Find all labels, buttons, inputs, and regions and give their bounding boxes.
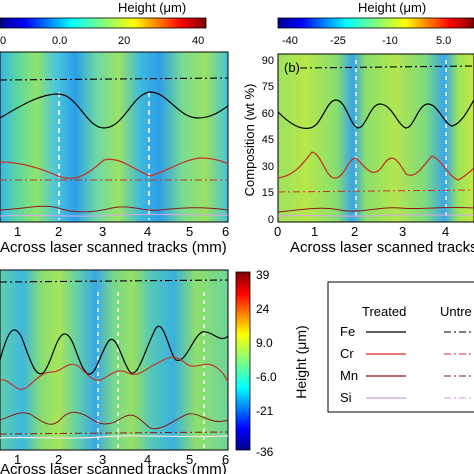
colorbar-tick-label: 39 [256, 268, 270, 282]
x-tick-label: 3 [399, 224, 406, 239]
y-tick-label: 75 [262, 81, 274, 93]
plot-frame-b [277, 53, 474, 223]
x-tick-label: 2 [351, 224, 358, 239]
x-tick-label: 5 [186, 452, 193, 467]
si-treated-line-b [277, 214, 474, 217]
mn-treated-line-a [0, 205, 229, 213]
cr-treated-line-a [0, 157, 229, 179]
fe-untreated-line-a [0, 77, 229, 81]
colorbar-c [235, 271, 251, 451]
panel-b: Height (μm) -40 -25 -10 5.0 Composition … [242, 0, 474, 256]
colorbar-b-title: Height (μm) [358, 0, 426, 15]
legend-label-cr: Cr [340, 346, 354, 361]
mn-untreated-line-c [0, 431, 229, 435]
x-axis-label-b: Across laser scanned tracks [290, 239, 474, 256]
y-tick-label: 60 [262, 108, 274, 120]
y-tick-label: 0 [268, 214, 274, 226]
legend-untreated-header: Untre [440, 304, 472, 319]
colorbar-c-ticks: 39 24 9.0 -6.0 -21 -36 [256, 268, 277, 459]
plot-frame-a [0, 51, 229, 223]
x-tick-label: 3 [99, 452, 106, 467]
legend-label-fe: Fe [340, 324, 355, 339]
x-tick-label: 0 [274, 224, 281, 239]
si-treated-line-c [0, 435, 229, 439]
x-tick-label: 4 [442, 224, 449, 239]
fe-untreated-line-b [299, 65, 474, 69]
height-map-a [0, 52, 228, 222]
x-tick-label: 1 [14, 452, 21, 467]
y-tick-label: 90 [262, 55, 274, 67]
height-map-c [0, 270, 228, 450]
colorbar-b-tick-1: -40 [282, 35, 298, 47]
legend-label-si: Si [340, 390, 352, 405]
colorbar-c-title: Height (μm) [293, 325, 309, 398]
x-tick-label: 2 [55, 224, 62, 239]
fe-treated-line-a [0, 91, 229, 129]
x-tick-label: 6 [222, 224, 229, 239]
colorbar-b-tick-2: -25 [330, 35, 346, 47]
mn-treated-line-c [0, 411, 229, 430]
x-axis-label-a: Across laser scanned tracks (mm) [0, 239, 227, 256]
colorbar-b-tick-4: 5.0 [436, 35, 451, 47]
height-map-b [278, 54, 474, 222]
fe-treated-line-c [0, 325, 229, 375]
cr-treated-line-b [277, 151, 474, 181]
colorbar-tick-label: -36 [256, 445, 274, 459]
plot-frame-c [0, 269, 229, 451]
colorbar-a-tick-1: 0 [0, 35, 6, 47]
colorbar-tick-label: -6.0 [256, 370, 277, 384]
panel-a: Height (μm) 0 0.0 20 40 1 2 3 4 5 6 Acro… [0, 0, 229, 256]
x-tick-label: 1 [14, 224, 21, 239]
cr-treated-line-c [0, 356, 229, 390]
fe-treated-line-b [277, 99, 474, 129]
si-treated-line-a [0, 213, 229, 217]
x-tick-label: 4 [144, 224, 151, 239]
colorbar-tick-label: 24 [256, 302, 270, 316]
legend-treated-header: Treated [362, 304, 406, 319]
x-axis-label-c: Across laser scanned tracks (mm) [0, 461, 227, 474]
legend-label-mn: Mn [340, 368, 358, 383]
x-ticks-c: 1 2 3 4 5 6 [14, 452, 229, 467]
colorbar-a-tick-3: 20 [118, 35, 130, 47]
x-ticks-b: 0 1 2 3 4 [274, 224, 449, 239]
colorbar-b-tick-3: -10 [382, 35, 398, 47]
colorbar-b [277, 17, 474, 29]
x-tick-label: 2 [55, 452, 62, 467]
y-tick-label: 15 [262, 187, 274, 199]
legend-box [327, 281, 474, 413]
x-ticks-a: 1 2 3 4 5 6 [14, 224, 229, 239]
colorbar-tick-label: 9.0 [256, 336, 273, 350]
y-ticks-b: 90 75 60 45 30 15 0 [262, 55, 274, 226]
cr-untreated-line-b [277, 189, 474, 193]
legend: Treated Untre Fe Cr Mn Si [327, 281, 474, 413]
x-tick-label: 4 [144, 452, 151, 467]
colorbar-a [0, 17, 207, 29]
colorbar-a-tick-2: 0.0 [52, 35, 67, 47]
x-tick-label: 5 [186, 224, 193, 239]
x-tick-label: 1 [311, 224, 318, 239]
y-tick-label: 45 [262, 134, 274, 146]
x-tick-label: 3 [99, 224, 106, 239]
colorbar-a-tick-4: 40 [192, 35, 204, 47]
colorbar-tick-label: -21 [256, 404, 274, 418]
y-tick-label: 30 [262, 161, 274, 173]
x-tick-label: 6 [222, 452, 229, 467]
fe-untreated-line-c [0, 279, 229, 283]
y-axis-label-b: Composition (wt %) [242, 84, 257, 197]
mn-treated-line-b [277, 206, 474, 213]
panel-c: 1 2 3 4 5 6 Across laser scanned tracks … [0, 268, 309, 474]
colorbar-a-title: Height (μm) [118, 0, 186, 15]
panel-label-b: (b) [284, 60, 300, 75]
